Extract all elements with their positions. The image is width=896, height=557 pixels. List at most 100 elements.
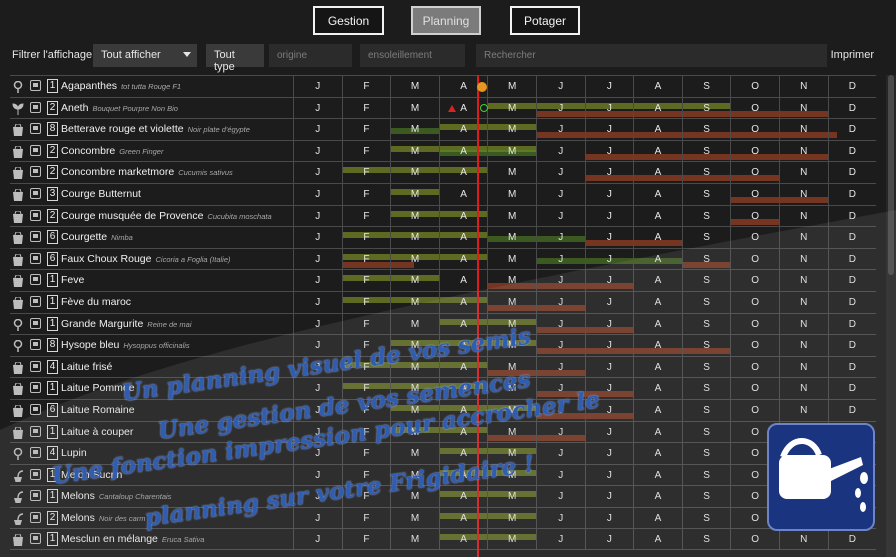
month-cell[interactable]: J	[293, 378, 342, 399]
month-cell[interactable]: A	[438, 140, 488, 162]
tab-potager[interactable]: Potager	[510, 6, 580, 35]
table-row[interactable]: 3 Courge Butternut J F M A M J J A S O N D	[10, 182, 876, 205]
table-row[interactable]: 1 Agapanthes tot tutta Rouge F1 J F M A M J J A S O N…	[10, 75, 876, 97]
month-cell[interactable]: S	[681, 399, 731, 421]
month-cell[interactable]: J	[584, 205, 634, 227]
month-cell[interactable]: J	[293, 421, 342, 443]
month-cell[interactable]: S	[681, 529, 731, 550]
month-cell[interactable]: A	[633, 205, 682, 227]
month-cell[interactable]: M	[390, 97, 439, 119]
month-cell[interactable]: N	[779, 464, 828, 486]
month-cell[interactable]: M	[487, 443, 536, 464]
month-cell[interactable]: M	[390, 378, 439, 399]
month-cell[interactable]: M	[487, 205, 536, 227]
table-row[interactable]: 1 Mesclun en mélange Eruca Sativa J F M A M J J A S…	[10, 528, 876, 551]
packet-icon[interactable]	[30, 144, 41, 156]
table-row[interactable]: 6 Courgette Nimba J F M A M J J A S O N D	[10, 226, 876, 248]
month-cell[interactable]: M	[487, 313, 536, 335]
month-cell[interactable]: F	[341, 421, 391, 443]
type-select[interactable]: Tout type	[206, 44, 264, 73]
month-cell[interactable]: A	[438, 205, 488, 227]
month-cell[interactable]: A	[438, 335, 488, 356]
table-row[interactable]: 8 Hysope bleu Hysoppus officinalis J F M A M J J A…	[10, 334, 876, 356]
month-cell[interactable]: M	[390, 140, 439, 162]
month-cell[interactable]: M	[390, 119, 439, 140]
table-row[interactable]: 2 Concombre Green Finger J F M A M J J A S O N D	[10, 139, 876, 162]
plant-name[interactable]: Faux Choux Rouge Cicoria a Foglia (Italie…	[61, 253, 231, 265]
table-row[interactable]: 1 Melons Cantaloup Charentais J F M A M J J A S O N D	[10, 485, 876, 507]
month-cell[interactable]: S	[681, 97, 731, 119]
month-cell[interactable]: J	[584, 183, 634, 205]
month-cell[interactable]: O	[730, 183, 779, 205]
month-cell[interactable]: J	[536, 443, 585, 464]
month-cell[interactable]: A	[438, 529, 488, 550]
month-cell[interactable]: A	[438, 507, 488, 529]
month-cell[interactable]: S	[681, 378, 731, 399]
month-cell[interactable]: M	[487, 378, 536, 399]
month-cell[interactable]: N	[779, 227, 828, 248]
packet-icon[interactable]	[30, 533, 41, 545]
packet-icon[interactable]	[30, 231, 41, 243]
month-cell[interactable]: O	[730, 313, 779, 335]
month-cell[interactable]: D	[827, 464, 877, 486]
month-cell[interactable]: O	[730, 486, 779, 507]
table-row[interactable]: 2 Melons Noir des carm J F M A M J J A S O N D	[10, 506, 876, 529]
month-cell[interactable]: O	[730, 335, 779, 356]
month-cell[interactable]: F	[341, 248, 391, 270]
month-cell[interactable]: J	[536, 291, 585, 313]
month-cell[interactable]: M	[487, 421, 536, 443]
month-cell[interactable]: M	[487, 335, 536, 356]
plant-name[interactable]: Fève du maroc	[61, 296, 131, 308]
month-cell[interactable]: J	[293, 335, 342, 356]
month-cell[interactable]: D	[827, 119, 877, 140]
plant-name[interactable]: Grande Margurite Reine de mai	[61, 318, 192, 330]
month-cell[interactable]: J	[584, 76, 634, 97]
month-cell[interactable]: M	[487, 97, 536, 119]
month-cell[interactable]: N	[779, 507, 828, 529]
packet-icon[interactable]	[30, 360, 41, 372]
month-cell[interactable]: M	[390, 486, 439, 507]
month-cell[interactable]: N	[779, 421, 828, 443]
plant-name[interactable]: Lupin	[61, 447, 87, 459]
month-cell[interactable]: A	[438, 378, 488, 399]
month-cell[interactable]: J	[584, 421, 634, 443]
plant-name[interactable]: Melons Cantaloup Charentais	[61, 490, 171, 502]
month-cell[interactable]: J	[293, 183, 342, 205]
month-cell[interactable]: M	[487, 464, 536, 486]
table-row[interactable]: 1 Grande Margurite Reine de mai J F M A M J J A S O N…	[10, 312, 877, 335]
month-cell[interactable]: A	[633, 464, 682, 486]
month-cell[interactable]: J	[293, 291, 342, 313]
month-cell[interactable]: F	[341, 291, 391, 313]
month-cell[interactable]: N	[779, 529, 828, 550]
month-cell[interactable]: F	[341, 356, 391, 378]
month-cell[interactable]: J	[584, 291, 634, 313]
month-cell[interactable]: A	[633, 291, 682, 313]
month-cell[interactable]: F	[341, 270, 391, 291]
month-cell[interactable]: J	[536, 162, 585, 183]
plant-name[interactable]: Melons Noir des carm	[61, 512, 146, 524]
month-cell[interactable]: J	[536, 270, 585, 291]
month-cell[interactable]: J	[584, 507, 634, 529]
scrollbar-thumb[interactable]	[888, 75, 894, 275]
packet-icon[interactable]	[30, 403, 41, 415]
packet-icon[interactable]	[30, 490, 41, 502]
tab-gestion[interactable]: Gestion	[313, 6, 384, 35]
month-cell[interactable]: A	[633, 443, 682, 464]
month-cell[interactable]: F	[341, 399, 391, 421]
month-cell[interactable]: A	[633, 119, 682, 140]
month-cell[interactable]: D	[827, 313, 877, 335]
month-cell[interactable]: S	[681, 335, 731, 356]
month-cell[interactable]: A	[633, 507, 682, 529]
month-cell[interactable]: M	[487, 291, 536, 313]
month-cell[interactable]: J	[293, 140, 342, 162]
month-cell[interactable]: A	[633, 183, 682, 205]
month-cell[interactable]: O	[730, 270, 779, 291]
month-cell[interactable]: A	[633, 76, 682, 97]
packet-icon[interactable]	[30, 80, 41, 91]
month-cell[interactable]: O	[730, 97, 779, 119]
month-cell[interactable]: J	[536, 76, 585, 97]
plant-name[interactable]: Courgette Nimba	[61, 231, 133, 243]
table-row[interactable]: 8 Betterave rouge et violette Noir plate d…	[10, 118, 876, 140]
month-cell[interactable]: S	[681, 270, 731, 291]
month-cell[interactable]: N	[779, 270, 828, 291]
